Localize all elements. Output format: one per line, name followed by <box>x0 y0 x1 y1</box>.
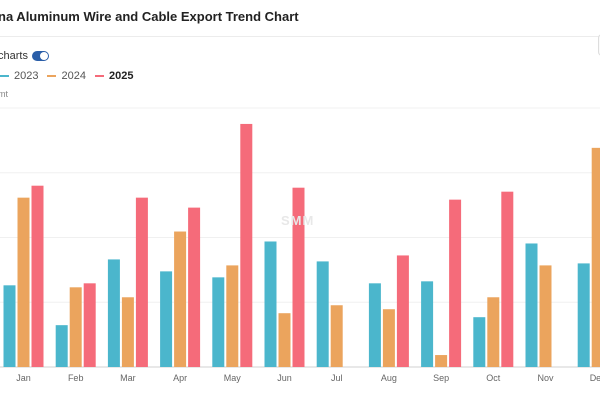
legend-item-2025[interactable]: 2025 <box>94 70 134 82</box>
watermark: SMM <box>281 213 315 228</box>
y-axis-unit: mt <box>0 89 8 99</box>
bar-2024-may[interactable] <box>226 265 239 367</box>
legend-label-2023: 2023 <box>14 70 39 82</box>
bar-2023-jan[interactable] <box>3 285 16 367</box>
bar-2024-jul[interactable] <box>330 305 343 367</box>
toggle-knob <box>39 52 48 60</box>
x-tick-label: Jan <box>16 373 31 383</box>
bar-2023-feb[interactable] <box>55 325 68 367</box>
x-tick-label: Aug <box>381 373 397 383</box>
bar-2025-aug[interactable] <box>396 255 409 367</box>
x-tick-label: Nov <box>537 373 554 383</box>
legend-swatch-2024 <box>47 75 57 77</box>
header-divider <box>0 36 600 37</box>
bar-2023-nov[interactable] <box>525 243 538 367</box>
legend-label-2024: 2024 <box>61 70 86 82</box>
x-tick-label: Jun <box>277 373 292 383</box>
bar-2023-aug[interactable] <box>368 283 381 367</box>
bar-2025-mar[interactable] <box>135 197 148 367</box>
bar-2024-oct[interactable] <box>487 297 500 367</box>
bar-2025-sep[interactable] <box>449 199 462 367</box>
bar-2024-jan[interactable] <box>17 197 30 367</box>
bar-2024-jun[interactable] <box>278 313 291 367</box>
charts-toggle[interactable] <box>31 51 49 61</box>
x-tick-label: Jul <box>331 373 343 383</box>
bar-2023-sep[interactable] <box>421 281 434 367</box>
bar-2023-dec[interactable] <box>577 263 590 367</box>
bar-2024-aug[interactable] <box>382 309 395 367</box>
bar-2024-feb[interactable] <box>69 287 82 367</box>
bar-2023-jun[interactable] <box>264 241 277 367</box>
legend-swatch-2023 <box>0 75 9 77</box>
bar-2024-mar[interactable] <box>121 297 134 367</box>
page-title: na Aluminum Wire and Cable Export Trend … <box>0 9 299 24</box>
bar-2023-oct[interactable] <box>473 317 486 367</box>
bar-2024-nov[interactable] <box>539 265 552 367</box>
bar-2023-apr[interactable] <box>160 271 173 367</box>
charts-toggle-label: charts <box>0 50 28 62</box>
chart-legend: 2023 2024 2025 <box>0 70 142 82</box>
bar-2025-feb[interactable] <box>83 283 96 367</box>
x-tick-label: Mar <box>120 373 136 383</box>
bar-2023-may[interactable] <box>212 277 225 367</box>
legend-label-2025: 2025 <box>108 70 134 82</box>
x-tick-label: Dec <box>590 373 600 383</box>
x-tick-label: Feb <box>68 373 84 383</box>
charts-toggle-row: charts <box>0 50 49 62</box>
x-tick-label: Sep <box>433 373 449 383</box>
bar-2024-dec[interactable] <box>591 147 600 367</box>
bar-2025-apr[interactable] <box>188 207 201 367</box>
x-tick-label: Apr <box>173 373 187 383</box>
bar-2024-sep[interactable] <box>435 355 448 367</box>
x-tick-label: May <box>224 373 242 383</box>
legend-item-2023[interactable]: 2023 <box>0 70 38 82</box>
bar-2025-jun[interactable] <box>292 187 305 367</box>
legend-swatch-2025 <box>94 75 104 77</box>
legend-item-2024[interactable]: 2024 <box>47 70 86 82</box>
bar-2024-apr[interactable] <box>174 231 187 367</box>
bar-2025-oct[interactable] <box>501 191 514 367</box>
bar-2023-jul[interactable] <box>316 261 329 367</box>
bar-2025-may[interactable] <box>240 123 253 367</box>
bar-2023-mar[interactable] <box>107 259 120 367</box>
x-tick-label: Oct <box>486 373 501 383</box>
bar-2025-jan[interactable] <box>31 185 44 367</box>
